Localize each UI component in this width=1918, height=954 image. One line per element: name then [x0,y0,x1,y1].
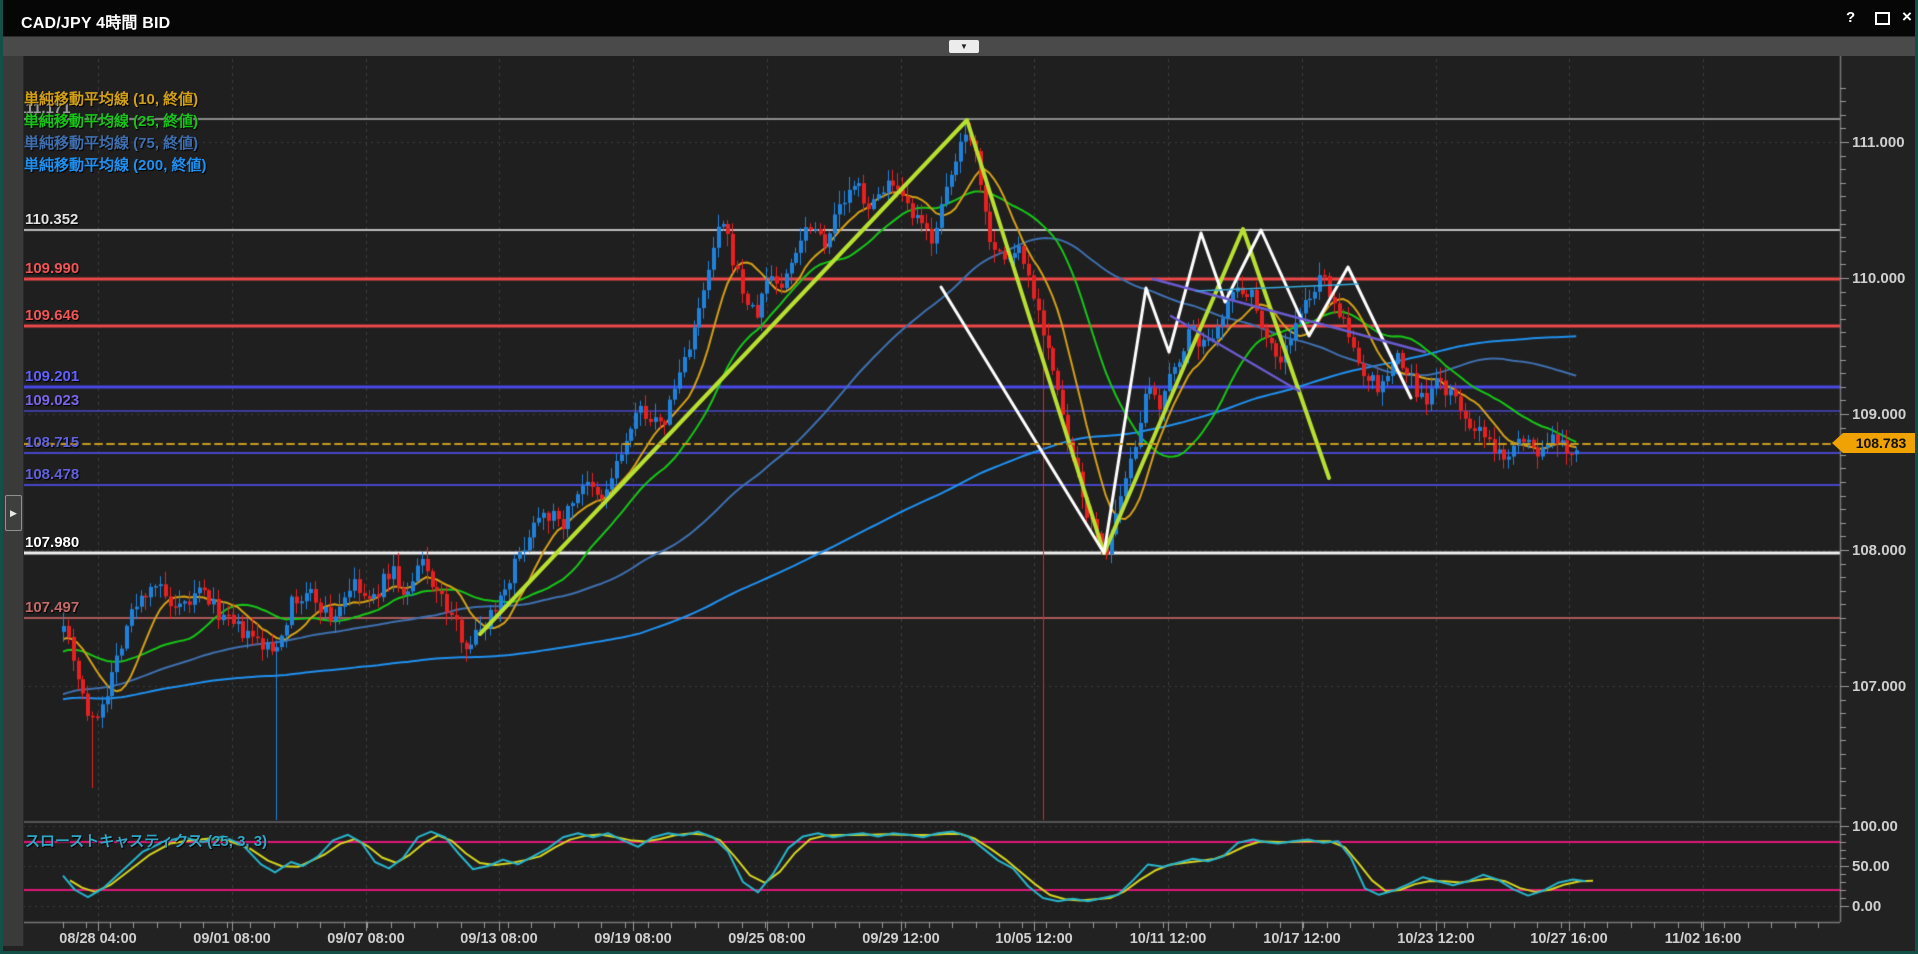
left-gutter: ▶ [3,55,24,946]
stoch-axis-0: 0.00 [1852,898,1882,915]
level-label-107980[interactable]: 107.980 [25,534,80,551]
chevron-down-icon: ▼ [960,42,968,51]
level-label-108478[interactable]: 108.478 [25,466,80,483]
help-button[interactable]: ? [1846,9,1856,26]
level-label-109023[interactable]: 109.023 [25,392,80,409]
date-label-6: 09/29 12:00 [862,931,940,947]
legend-sma-10[interactable]: 単純移動平均線 (10, 終値) [24,91,199,108]
date-label-5: 09/25 08:00 [728,931,806,947]
chevron-right-icon: ▶ [10,508,17,518]
stoch-axis-50: 50.00 [1852,858,1890,875]
chart-canvas[interactable] [3,0,1915,951]
date-label-8: 10/11 12:00 [1129,931,1207,947]
date-label-10: 10/23 12:00 [1397,931,1475,947]
axis-label-110: 110.000 [1852,270,1906,287]
date-label-11: 10/27 16:00 [1530,931,1608,947]
legend-sma-200[interactable]: 単純移動平均線 (200, 終値) [24,157,207,174]
axis-label-107: 107.000 [1852,678,1907,695]
level-label-109990[interactable]: 109.990 [25,260,80,277]
maximize-button[interactable] [1875,12,1890,25]
axis-label-108: 108.000 [1852,542,1907,559]
date-label-7: 10/05 12:00 [995,931,1073,947]
stoch-axis-100: 100.00 [1852,818,1898,835]
stochastics-legend[interactable]: スローストキャスティクス (25, 3, 3) [25,833,268,850]
axis-label-111: 111.000 [1852,134,1905,151]
level-label-109646[interactable]: 109.646 [25,307,80,324]
title-bar: CAD/JPY 4時間 BID ? × [3,0,1915,36]
legend-sma-25[interactable]: 単純移動平均線 (25, 終値) [24,113,199,130]
date-label-4: 09/19 08:00 [594,931,672,947]
date-label-0: 08/28 04:00 [59,931,137,947]
level-label-109201[interactable]: 109.201 [25,368,80,385]
date-label-1: 09/01 08:00 [193,931,271,947]
date-label-2: 09/07 08:00 [327,931,405,947]
high-water-price-label: 111.171 [18,100,71,117]
current-price-badge: 108.783 [1832,433,1915,453]
expand-sidebar-button[interactable]: ▶ [5,495,22,531]
window-title: CAD/JPY 4時間 BID [21,15,171,32]
level-label-107497[interactable]: 107.497 [25,599,80,616]
legend-sma-75[interactable]: 単純移動平均線 (75, 終値) [24,135,199,152]
date-label-12: 11/02 16:00 [1664,931,1742,947]
date-label-9: 10/17 12:00 [1263,931,1341,947]
level-label-108715[interactable]: 108.715 [25,434,80,451]
close-button[interactable]: × [1902,7,1912,26]
level-label-110352[interactable]: 110.352 [25,211,79,228]
toolbar-strip: ▼ [3,36,1915,56]
axis-label-109: 109.000 [1852,406,1907,423]
collapse-panel-button[interactable]: ▼ [949,40,979,53]
date-label-3: 09/13 08:00 [460,931,538,947]
